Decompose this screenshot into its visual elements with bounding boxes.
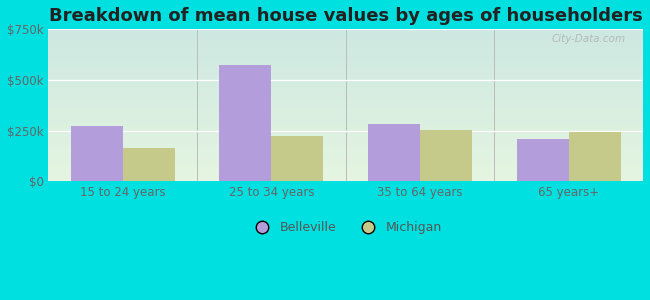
Title: Breakdown of mean house values by ages of householders: Breakdown of mean house values by ages o… xyxy=(49,7,643,25)
Bar xyxy=(272,136,324,181)
Bar xyxy=(71,125,123,181)
Bar xyxy=(420,130,472,181)
Bar xyxy=(569,132,621,181)
Text: City-Data.com: City-Data.com xyxy=(551,34,625,44)
Bar xyxy=(368,124,420,181)
Bar xyxy=(517,139,569,181)
Bar xyxy=(220,65,272,181)
Bar xyxy=(123,148,175,181)
Legend: Belleville, Michigan: Belleville, Michigan xyxy=(245,216,447,239)
